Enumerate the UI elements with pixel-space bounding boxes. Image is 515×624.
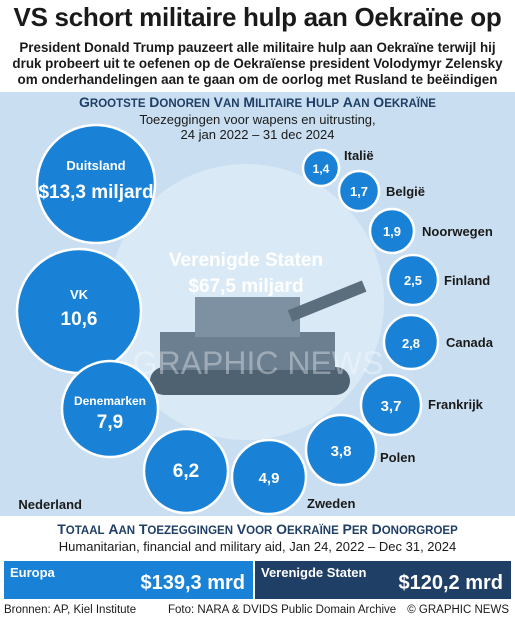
bubble-label-frankrijk: Frankrijk bbox=[428, 397, 484, 412]
panel-sub-line2: 24 jan 2022 – 31 dec 2024 bbox=[180, 127, 335, 142]
bubble-label-belgie: België bbox=[386, 184, 425, 199]
total-bar-label: Europa bbox=[10, 565, 55, 580]
bubble-value-vk: 10,6 bbox=[61, 309, 98, 330]
bubble-label-canada: Canada bbox=[446, 335, 494, 350]
footer-copyright: © GRAPHIC NEWS bbox=[407, 604, 509, 616]
bubble-belgie bbox=[337, 169, 381, 213]
page-subtitle: President Donald Trump pauzeert alle mil… bbox=[12, 40, 503, 87]
bubble-value-finland: 2,5 bbox=[404, 273, 422, 288]
bubble-value-zweden: 4,9 bbox=[259, 470, 280, 487]
bubble-value-italie: 1,4 bbox=[313, 162, 330, 176]
total-bar-europa: Europa $139,3 mrd bbox=[4, 561, 253, 599]
bubble-value-denemarken: 7,9 bbox=[97, 412, 123, 433]
bubble-italie bbox=[301, 148, 341, 188]
page-title: VS schort militaire hulp aan Oekraïne op bbox=[13, 2, 502, 32]
totals-heading: TOTAAL AAN TOEZEGGINGEN VOOR OEKRAÏNE PE… bbox=[0, 521, 515, 537]
watermark-text: GRAPHIC NEWS bbox=[133, 345, 384, 381]
bubble-value-belgie: 1,7 bbox=[350, 184, 368, 199]
bubble-value-duitsland: $13,3 miljard bbox=[38, 182, 153, 203]
panel-sub-line1: Toezeggingen voor wapens en uitrusting, bbox=[139, 112, 376, 127]
bubble-label-noorwegen: Noorwegen bbox=[422, 224, 493, 239]
total-bar-verenigde-staten: Verenigde Staten $120,2 mrd bbox=[255, 561, 511, 599]
bubble-name-verenigde-staten: Verenigde Staten bbox=[169, 250, 323, 271]
vehicle-photo-shape bbox=[195, 297, 300, 337]
bubble-noorwegen bbox=[368, 207, 416, 255]
bubble-zweden bbox=[230, 438, 308, 516]
vehicle-photo-shape bbox=[160, 332, 335, 370]
bubble-finland bbox=[386, 253, 440, 307]
totals-subheading: Humanitarian, financial and military aid… bbox=[58, 539, 457, 554]
total-bar-value: $120,2 mrd bbox=[398, 572, 503, 594]
vehicle-photo-shape bbox=[287, 280, 367, 322]
bubble-label-finland: Finland bbox=[444, 273, 490, 288]
bubble-name-denemarken: Denemarken bbox=[74, 394, 146, 408]
bubble-canada bbox=[382, 313, 440, 371]
bubble-value-nederland: 6,2 bbox=[173, 461, 199, 482]
bubble-nederland bbox=[142, 427, 230, 515]
footer-photo-credit: Foto: NARA & DVIDS Public Domain Archive bbox=[168, 604, 397, 616]
bubble-name-vk: VK bbox=[70, 287, 89, 302]
bubble-polen bbox=[304, 413, 378, 487]
bubble-value-polen: 3,8 bbox=[331, 443, 352, 460]
bubble-value-noorwegen: 1,9 bbox=[383, 224, 401, 239]
bubble-label-italie: Italië bbox=[344, 148, 374, 163]
vehicle-photo-shape bbox=[150, 367, 350, 395]
bubble-label-nederland: Nederland bbox=[18, 497, 82, 512]
panel-heading-text: GROOTSTE DONOREN VAN MILITAIRE HULP AAN … bbox=[79, 94, 436, 110]
panel-heading: GROOTSTE DONOREN VAN MILITAIRE HULP AAN … bbox=[0, 94, 515, 110]
bubble-name-duitsland: Duitsland bbox=[66, 158, 125, 173]
bubble-duitsland bbox=[35, 123, 157, 245]
footer-sources: Bronnen: AP, Kiel Institute bbox=[4, 604, 137, 616]
bubble-label-zweden: Zweden bbox=[307, 496, 355, 511]
panel-subheading: Toezeggingen voor wapens en uitrusting, … bbox=[0, 112, 515, 142]
bubble-value-canada: 2,8 bbox=[402, 336, 420, 351]
donors-panel: Verenigde Staten $67,5 miljard Duitsland $1… bbox=[0, 92, 515, 516]
bubble-value-frankrijk: 3,7 bbox=[381, 398, 402, 415]
total-bar-value: $139,3 mrd bbox=[140, 572, 245, 594]
bubble-frankrijk bbox=[359, 373, 423, 437]
bubble-denemarken bbox=[60, 359, 160, 459]
totals-heading-text: TOTAAL AAN TOEZEGGINGEN VOOR OEKRAÏNE PE… bbox=[57, 521, 458, 537]
bubble-value-verenigde-staten: $67,5 miljard bbox=[188, 276, 303, 297]
total-bar-label: Verenigde Staten bbox=[261, 565, 367, 580]
bubble-label-polen: Polen bbox=[380, 450, 415, 465]
donor-bubble-chart: Verenigde Staten $67,5 miljard Duitsland $1… bbox=[15, 123, 494, 516]
